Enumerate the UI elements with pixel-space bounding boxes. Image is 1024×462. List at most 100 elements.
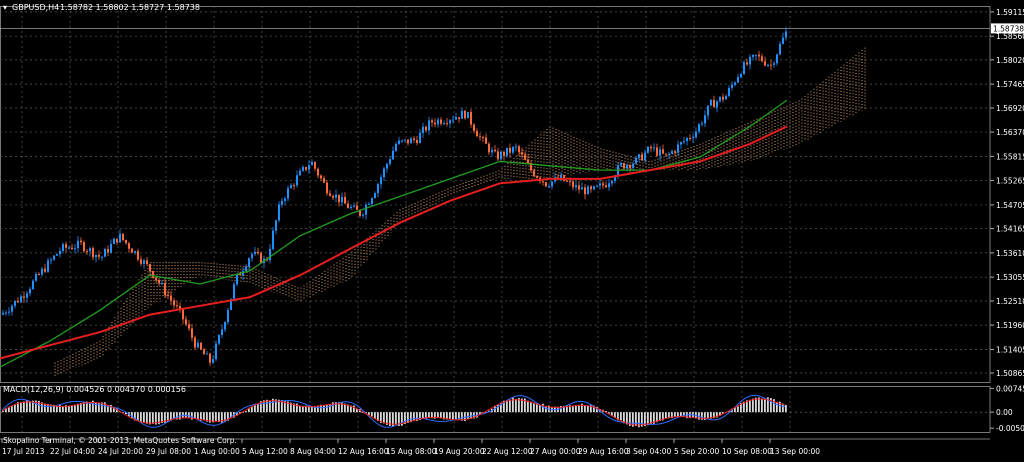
macd-histogram-bar [257,403,259,413]
macd-histogram-bar [110,404,112,413]
macd-histogram-bar [338,402,340,413]
macd-histogram-bar [329,404,331,413]
candle-body [686,137,688,142]
candle-body [53,255,55,260]
candle-body [398,140,400,144]
candle-body [584,187,586,195]
macd-histogram-bar [500,402,502,413]
macd-histogram-bar [425,412,427,419]
candle-body [455,117,457,120]
macd-histogram-bar [638,412,640,428]
candle-body [230,298,232,310]
price-tick-label: 1.56370 [996,128,1024,137]
candle-body [65,244,67,248]
macd-histogram-bar [440,412,442,419]
macd-histogram-bar [272,398,274,413]
macd-histogram-bar [524,398,526,413]
candle-body [212,359,214,363]
candle-body [641,154,643,161]
macd-histogram-bar [716,412,718,418]
macd-histogram-bar [566,405,568,413]
candle-body [56,254,58,256]
macd-histogram-bar [611,412,613,417]
candle-body [365,204,367,215]
candle-body [620,163,622,166]
macd-histogram-bar [269,400,271,413]
macd-histogram-bar [623,412,625,424]
macd-histogram-bar [749,399,751,413]
macd-histogram-bar [152,412,154,424]
candle-body [344,196,346,204]
macd-histogram-bar [35,400,37,413]
candle-body [500,151,502,160]
macd-label: MACD(12,26,9) 0.004526 0.004370 0.000156 [3,385,186,394]
macd-histogram-bar [77,403,79,413]
candle-body [668,153,670,155]
macd-histogram-bar [635,412,637,427]
candle-body [368,203,370,205]
candle-body [215,343,217,360]
candle-body [650,146,652,149]
macd-histogram-bar [443,412,445,420]
macd-histogram-bar [644,412,646,426]
macd-histogram-bar [242,412,244,413]
macd-histogram-bar [311,406,313,413]
candle-body [62,244,64,251]
macd-histogram-bar [122,412,124,413]
candle-body [518,146,520,153]
macd-histogram-bar [452,412,454,420]
time-tick-label: 5 Sep 20:00 [674,447,720,456]
macd-histogram-bar [266,399,268,413]
candle-body [785,31,787,38]
macd-histogram-bar [278,399,280,413]
macd-histogram-bar [80,403,82,413]
macd-histogram-bar [251,406,253,413]
candle-body [683,141,685,143]
macd-histogram-bar [164,412,166,423]
candle-body [251,253,253,259]
candle-body [506,147,508,156]
macd-histogram-bar [713,412,715,419]
ohlc-label: 1.58782 1.58802 1.58727 1.58738 [60,3,200,12]
macd-histogram-bar [707,412,709,420]
candle-body [461,110,463,119]
candle-body [164,282,166,295]
macd-histogram-bar [206,412,208,422]
candle-body [41,268,43,275]
macd-histogram-bar [458,412,460,421]
macd-histogram-bar [629,412,631,426]
price-tick-label: 1.53055 [996,273,1024,282]
candle-body [161,282,163,284]
candle-body [119,233,121,243]
chart-menu-icon[interactable]: ▾ [3,3,7,12]
candle-body [170,295,172,301]
candle-body [35,274,37,281]
macd-histogram-bar [377,412,379,422]
macd-histogram-bar [95,402,97,413]
candle-body [746,62,748,65]
macd-histogram-bar [710,412,712,419]
macd-histogram-bar [275,399,277,413]
macd-histogram-bar [104,402,106,413]
candle-body [200,342,202,350]
macd-histogram-bar [11,406,13,413]
macd-histogram-bar [50,404,52,413]
candle-body [776,54,778,64]
candle-body [473,124,475,131]
candle-body [287,188,289,199]
candle-body [701,123,703,125]
candle-body [698,124,700,132]
macd-histogram-bar [449,412,451,420]
macd-histogram-bar [212,412,214,423]
macd-histogram-bar [578,405,580,413]
candle-body [623,163,625,169]
macd-histogram-bar [758,397,760,413]
macd-histogram-bar [620,412,622,421]
candle-body [314,162,316,169]
candle-body [155,277,157,281]
candle-body [764,61,766,66]
macd-histogram-bar [668,412,670,419]
macd-histogram-bar [341,402,343,413]
candle-body [680,142,682,145]
